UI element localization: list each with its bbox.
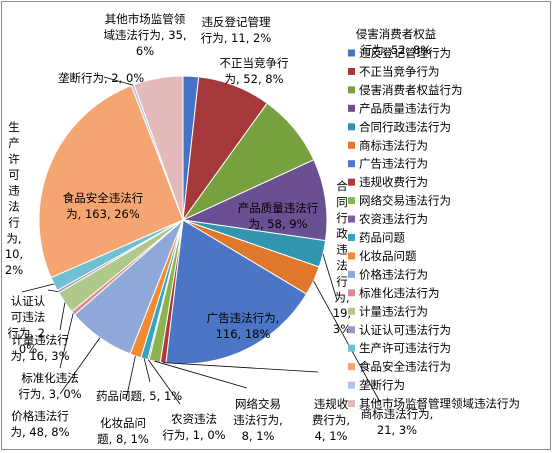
- data-label-15: 计量违法行为, 16, 3%: [11, 333, 70, 363]
- legend-label-2: 不正当竞争行为: [359, 64, 440, 78]
- legend-label-3: 侵害消费者权益行为: [359, 83, 463, 97]
- pie-slices: [38, 75, 328, 365]
- data-label-2: 不正当竞争行为, 52, 8%: [220, 56, 289, 86]
- legend-swatch-7: [348, 160, 355, 168]
- data-label-19: 垄断行为, 2, 0%: [58, 71, 144, 85]
- data-label-20: 其他市场监管领域违法行为, 35, 6%: [103, 12, 186, 58]
- legend-swatch-5: [348, 123, 355, 131]
- legend-label-14: 标准化违法行为: [359, 286, 440, 300]
- leader-line-10: [148, 359, 181, 405]
- legend-label-17: 生产许可违法行为: [359, 341, 451, 355]
- legend-swatch-10: [348, 215, 355, 223]
- data-label-13: 价格违法行为, 48, 8%: [11, 409, 70, 439]
- legend-label-12: 化妆品问题: [359, 249, 417, 263]
- pie-slice-18: [38, 84, 184, 279]
- leader-line-11: [143, 358, 151, 383]
- leader-line-12: [125, 355, 136, 401]
- legend-swatch-17: [348, 344, 355, 352]
- data-label-6: 商标违法行为, 21, 3%: [361, 407, 434, 437]
- data-label-3: 侵害消费者权益行为, 52, 8%: [356, 27, 437, 57]
- leader-line-17: [21, 283, 55, 293]
- pie-slice-4: [181, 159, 328, 242]
- leader-line-5: [322, 253, 338, 301]
- legend-swatch-20: [348, 400, 355, 408]
- data-label-5: 合同行政违法行为, 19, 3%: [333, 179, 351, 336]
- leader-line-6: [313, 280, 381, 403]
- data-label-14: 标准化违法行为, 3, 0%: [18, 371, 81, 401]
- data-label-10: 农资违法行为, 1, 0%: [162, 412, 225, 442]
- legend-swatch-2: [348, 67, 355, 75]
- leader-line-9: [154, 360, 248, 389]
- legend: 违反登记管理行为不正当竞争行为侵害消费者权益行为产品质量违法行为合同行政违法行为…: [348, 46, 520, 411]
- legend-label-15: 计量违法行为: [359, 304, 428, 318]
- legend-label-6: 商标违法行为: [359, 138, 428, 152]
- data-label-1: 违反登记管理行为, 11, 2%: [201, 15, 272, 45]
- leader-line-14: [59, 313, 74, 369]
- legend-swatch-16: [348, 326, 355, 334]
- legend-label-1: 违反登记管理行为: [359, 46, 451, 60]
- data-labels: 违反登记管理行为, 11, 2% 不正当竞争行为, 52, 8% 侵害消费者权益行为…: [5, 12, 436, 446]
- legend-label-9: 网络交易违法行为: [359, 194, 451, 208]
- data-label-11: 药品问题, 5, 1%: [96, 389, 182, 403]
- legend-swatch-8: [348, 178, 355, 186]
- data-label-8: 违规收费行为, 4, 1%: [312, 397, 350, 443]
- leader-lines: [21, 76, 381, 405]
- legend-swatch-18: [348, 363, 355, 371]
- legend-label-5: 合同行政违法行为: [359, 120, 451, 134]
- legend-label-10: 农资违法行为: [359, 212, 428, 226]
- legend-label-19: 垄断行为: [359, 378, 405, 392]
- legend-label-18: 食品安全违法行为: [359, 360, 451, 374]
- leader-line-16: [47, 289, 59, 292]
- leader-line-13: [59, 337, 101, 395]
- legend-swatch-19: [348, 381, 355, 389]
- legend-swatch-1: [348, 49, 355, 57]
- data-label-16: 认证认可违法行为, 2, 0%: [7, 294, 48, 356]
- data-label-7: 广告违法行为, 116, 18%: [207, 311, 280, 341]
- legend-swatch-6: [348, 141, 355, 149]
- pie-slice-20: [133, 75, 184, 221]
- legend-swatch-9: [348, 197, 355, 205]
- legend-label-13: 价格违法行为: [359, 267, 428, 281]
- data-label-18: 食品安全违法行为, 163, 26%: [63, 191, 144, 221]
- legend-label-7: 广告违法行为: [359, 157, 428, 171]
- legend-swatch-15: [348, 307, 355, 315]
- leader-line-15: [59, 302, 66, 331]
- legend-swatch-13: [348, 270, 355, 278]
- legend-label-20: 其他市场监督管理领域违法行为: [359, 397, 520, 411]
- legend-label-11: 药品问题: [359, 231, 405, 245]
- data-label-12: 化妆品问题, 8, 1%: [97, 416, 149, 446]
- legend-label-8: 违规收费行为: [359, 175, 428, 189]
- leader-line-8: [163, 362, 319, 373]
- leader-line-19: [103, 76, 133, 86]
- legend-label-16: 认证认可违法行为: [359, 323, 451, 337]
- legend-swatch-3: [348, 86, 355, 94]
- legend-swatch-14: [348, 289, 355, 297]
- data-label-17: 生产许可违法行为, 10, 2%: [5, 120, 23, 277]
- legend-swatch-12: [348, 252, 355, 260]
- data-label-9: 网络交易违法行为, 8, 1%: [233, 397, 283, 443]
- data-label-4: 产品质量违法行为, 58, 9%: [238, 201, 319, 231]
- legend-label-4: 产品质量违法行为: [359, 101, 451, 115]
- legend-swatch-4: [348, 104, 355, 112]
- legend-swatch-11: [348, 234, 355, 241]
